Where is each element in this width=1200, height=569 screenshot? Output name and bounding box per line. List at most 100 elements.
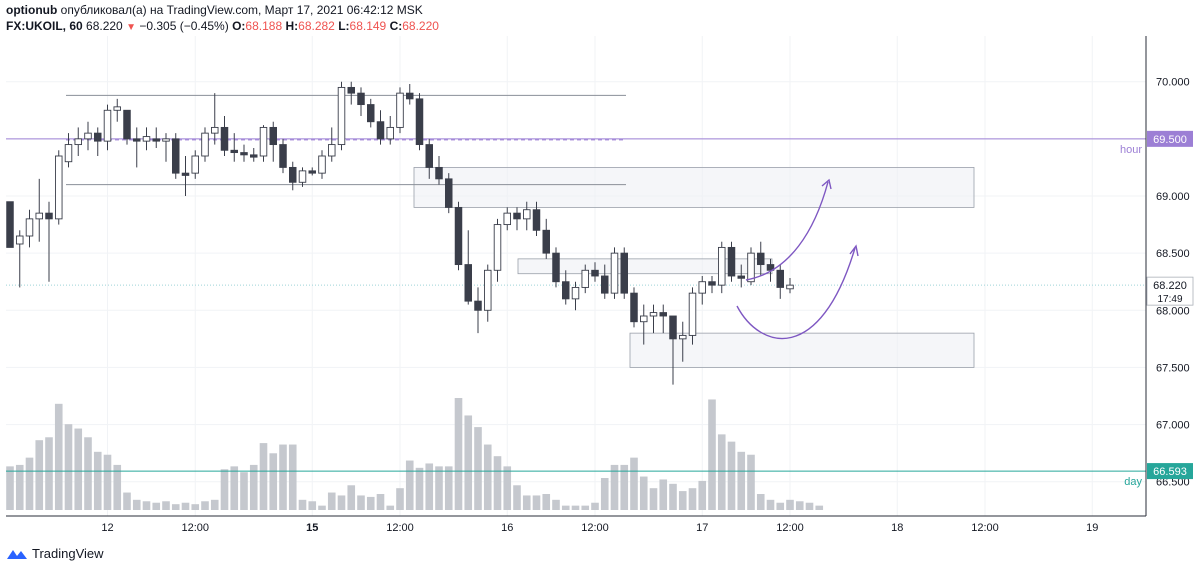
forecast-arrowhead-up bbox=[821, 178, 832, 190]
candle-body bbox=[210, 126, 219, 134]
level-label-hour: hour bbox=[1120, 144, 1142, 156]
candle-body bbox=[142, 136, 151, 142]
volume-bar bbox=[142, 501, 151, 510]
volume-bar bbox=[327, 492, 336, 510]
candle-body bbox=[230, 149, 238, 154]
candle-body bbox=[93, 132, 102, 142]
volume-bar bbox=[513, 485, 521, 510]
candle-body bbox=[601, 275, 609, 294]
candle-body bbox=[591, 269, 599, 277]
candle-body bbox=[84, 132, 92, 140]
volume-bar bbox=[230, 466, 239, 510]
candle-body bbox=[484, 269, 492, 311]
volume-bar bbox=[435, 466, 443, 510]
candle-body bbox=[523, 209, 531, 220]
candle-body bbox=[532, 209, 541, 231]
volume-bar bbox=[786, 499, 794, 510]
x-tick-label: 19 bbox=[1086, 522, 1098, 534]
volume-bar bbox=[766, 499, 775, 510]
y-tick-label: 67.500 bbox=[1156, 362, 1190, 374]
volume-bar bbox=[727, 441, 736, 510]
candle-body bbox=[25, 218, 34, 237]
candle-body bbox=[776, 269, 785, 288]
candle-body bbox=[659, 312, 668, 317]
candle-body bbox=[347, 86, 356, 94]
volume-bar bbox=[630, 457, 638, 510]
forecast-arrow-up bbox=[745, 181, 829, 281]
volume-bar bbox=[132, 499, 141, 510]
volume-bar bbox=[201, 501, 209, 510]
candle-body bbox=[435, 166, 443, 180]
volume-bar bbox=[93, 451, 102, 510]
x-axis-ticks: 12 12:00 15 12:00 16 12:00 17 12:00 18 12:00 19 bbox=[101, 522, 1098, 534]
high-value: 68.282 bbox=[298, 19, 335, 33]
candle-body bbox=[669, 315, 677, 340]
volume-bar bbox=[561, 505, 570, 510]
volume-bar bbox=[103, 454, 112, 510]
volume-bar bbox=[805, 502, 814, 510]
volume-bar bbox=[483, 444, 492, 510]
footer[interactable]: TradingView bbox=[6, 546, 104, 561]
low-value: 68.149 bbox=[349, 19, 387, 33]
volume-bar bbox=[747, 454, 755, 510]
y-tick-label: 69.000 bbox=[1156, 191, 1190, 203]
volume-bar bbox=[815, 505, 824, 510]
publish-info: опубликовал(а) на TradingView.com, Март … bbox=[60, 3, 423, 17]
candle-body bbox=[191, 155, 199, 174]
x-tick-label: 17 bbox=[696, 522, 708, 534]
open-value: 68.188 bbox=[245, 19, 283, 33]
candle-body bbox=[464, 264, 473, 302]
candle-body bbox=[581, 269, 590, 288]
volume-bar bbox=[25, 457, 34, 510]
y-tick-label: 66.500 bbox=[1156, 477, 1190, 489]
candle-body bbox=[367, 104, 375, 123]
candle-body bbox=[679, 334, 687, 340]
candle-body bbox=[493, 224, 502, 271]
volume-bar bbox=[737, 451, 746, 510]
candle-body bbox=[766, 264, 775, 271]
volume-bar bbox=[464, 415, 473, 510]
volume-bar bbox=[688, 488, 697, 510]
volume-bar bbox=[571, 505, 580, 510]
candle-body bbox=[396, 92, 404, 128]
candle-body bbox=[649, 312, 658, 317]
zone-box bbox=[413, 167, 975, 208]
volume-bar bbox=[542, 494, 551, 510]
volume-bar bbox=[532, 495, 541, 510]
brand-name: TradingView bbox=[32, 546, 104, 561]
candle-body bbox=[513, 212, 521, 220]
author-name[interactable]: optionub bbox=[6, 3, 58, 17]
x-tick-label: 12:00 bbox=[971, 522, 999, 534]
candle-body bbox=[757, 252, 765, 266]
volume-bar bbox=[152, 502, 161, 510]
candle-body bbox=[708, 281, 716, 286]
candle-body bbox=[747, 252, 755, 283]
last-price: 68.220 bbox=[86, 19, 123, 33]
candle-body bbox=[737, 275, 746, 279]
volume-bar bbox=[318, 505, 326, 510]
y-tick-label: 67.000 bbox=[1156, 420, 1190, 432]
candle-body bbox=[503, 212, 512, 226]
tradingview-logo-icon bbox=[7, 549, 27, 559]
candle-body bbox=[308, 170, 317, 174]
volume-bar bbox=[269, 453, 278, 510]
volume-bar bbox=[337, 495, 346, 510]
candle-body bbox=[298, 170, 307, 183]
volume-bar bbox=[708, 399, 716, 510]
candle-body bbox=[132, 138, 141, 142]
zone-box bbox=[629, 332, 975, 368]
volume-bar bbox=[298, 499, 307, 510]
price-change: −0.305 (−0.45%) bbox=[139, 19, 229, 33]
candle-body bbox=[415, 98, 424, 146]
candle-body bbox=[259, 126, 268, 157]
candle-body bbox=[55, 155, 63, 220]
volume-bar bbox=[610, 464, 619, 510]
volume-bar bbox=[74, 428, 83, 510]
candle-body bbox=[113, 106, 121, 111]
candle-body bbox=[289, 166, 297, 183]
plot-area[interactable] bbox=[6, 36, 1146, 516]
volume-bar bbox=[425, 463, 434, 510]
volume-bar bbox=[776, 502, 785, 510]
candle-body bbox=[162, 138, 170, 142]
